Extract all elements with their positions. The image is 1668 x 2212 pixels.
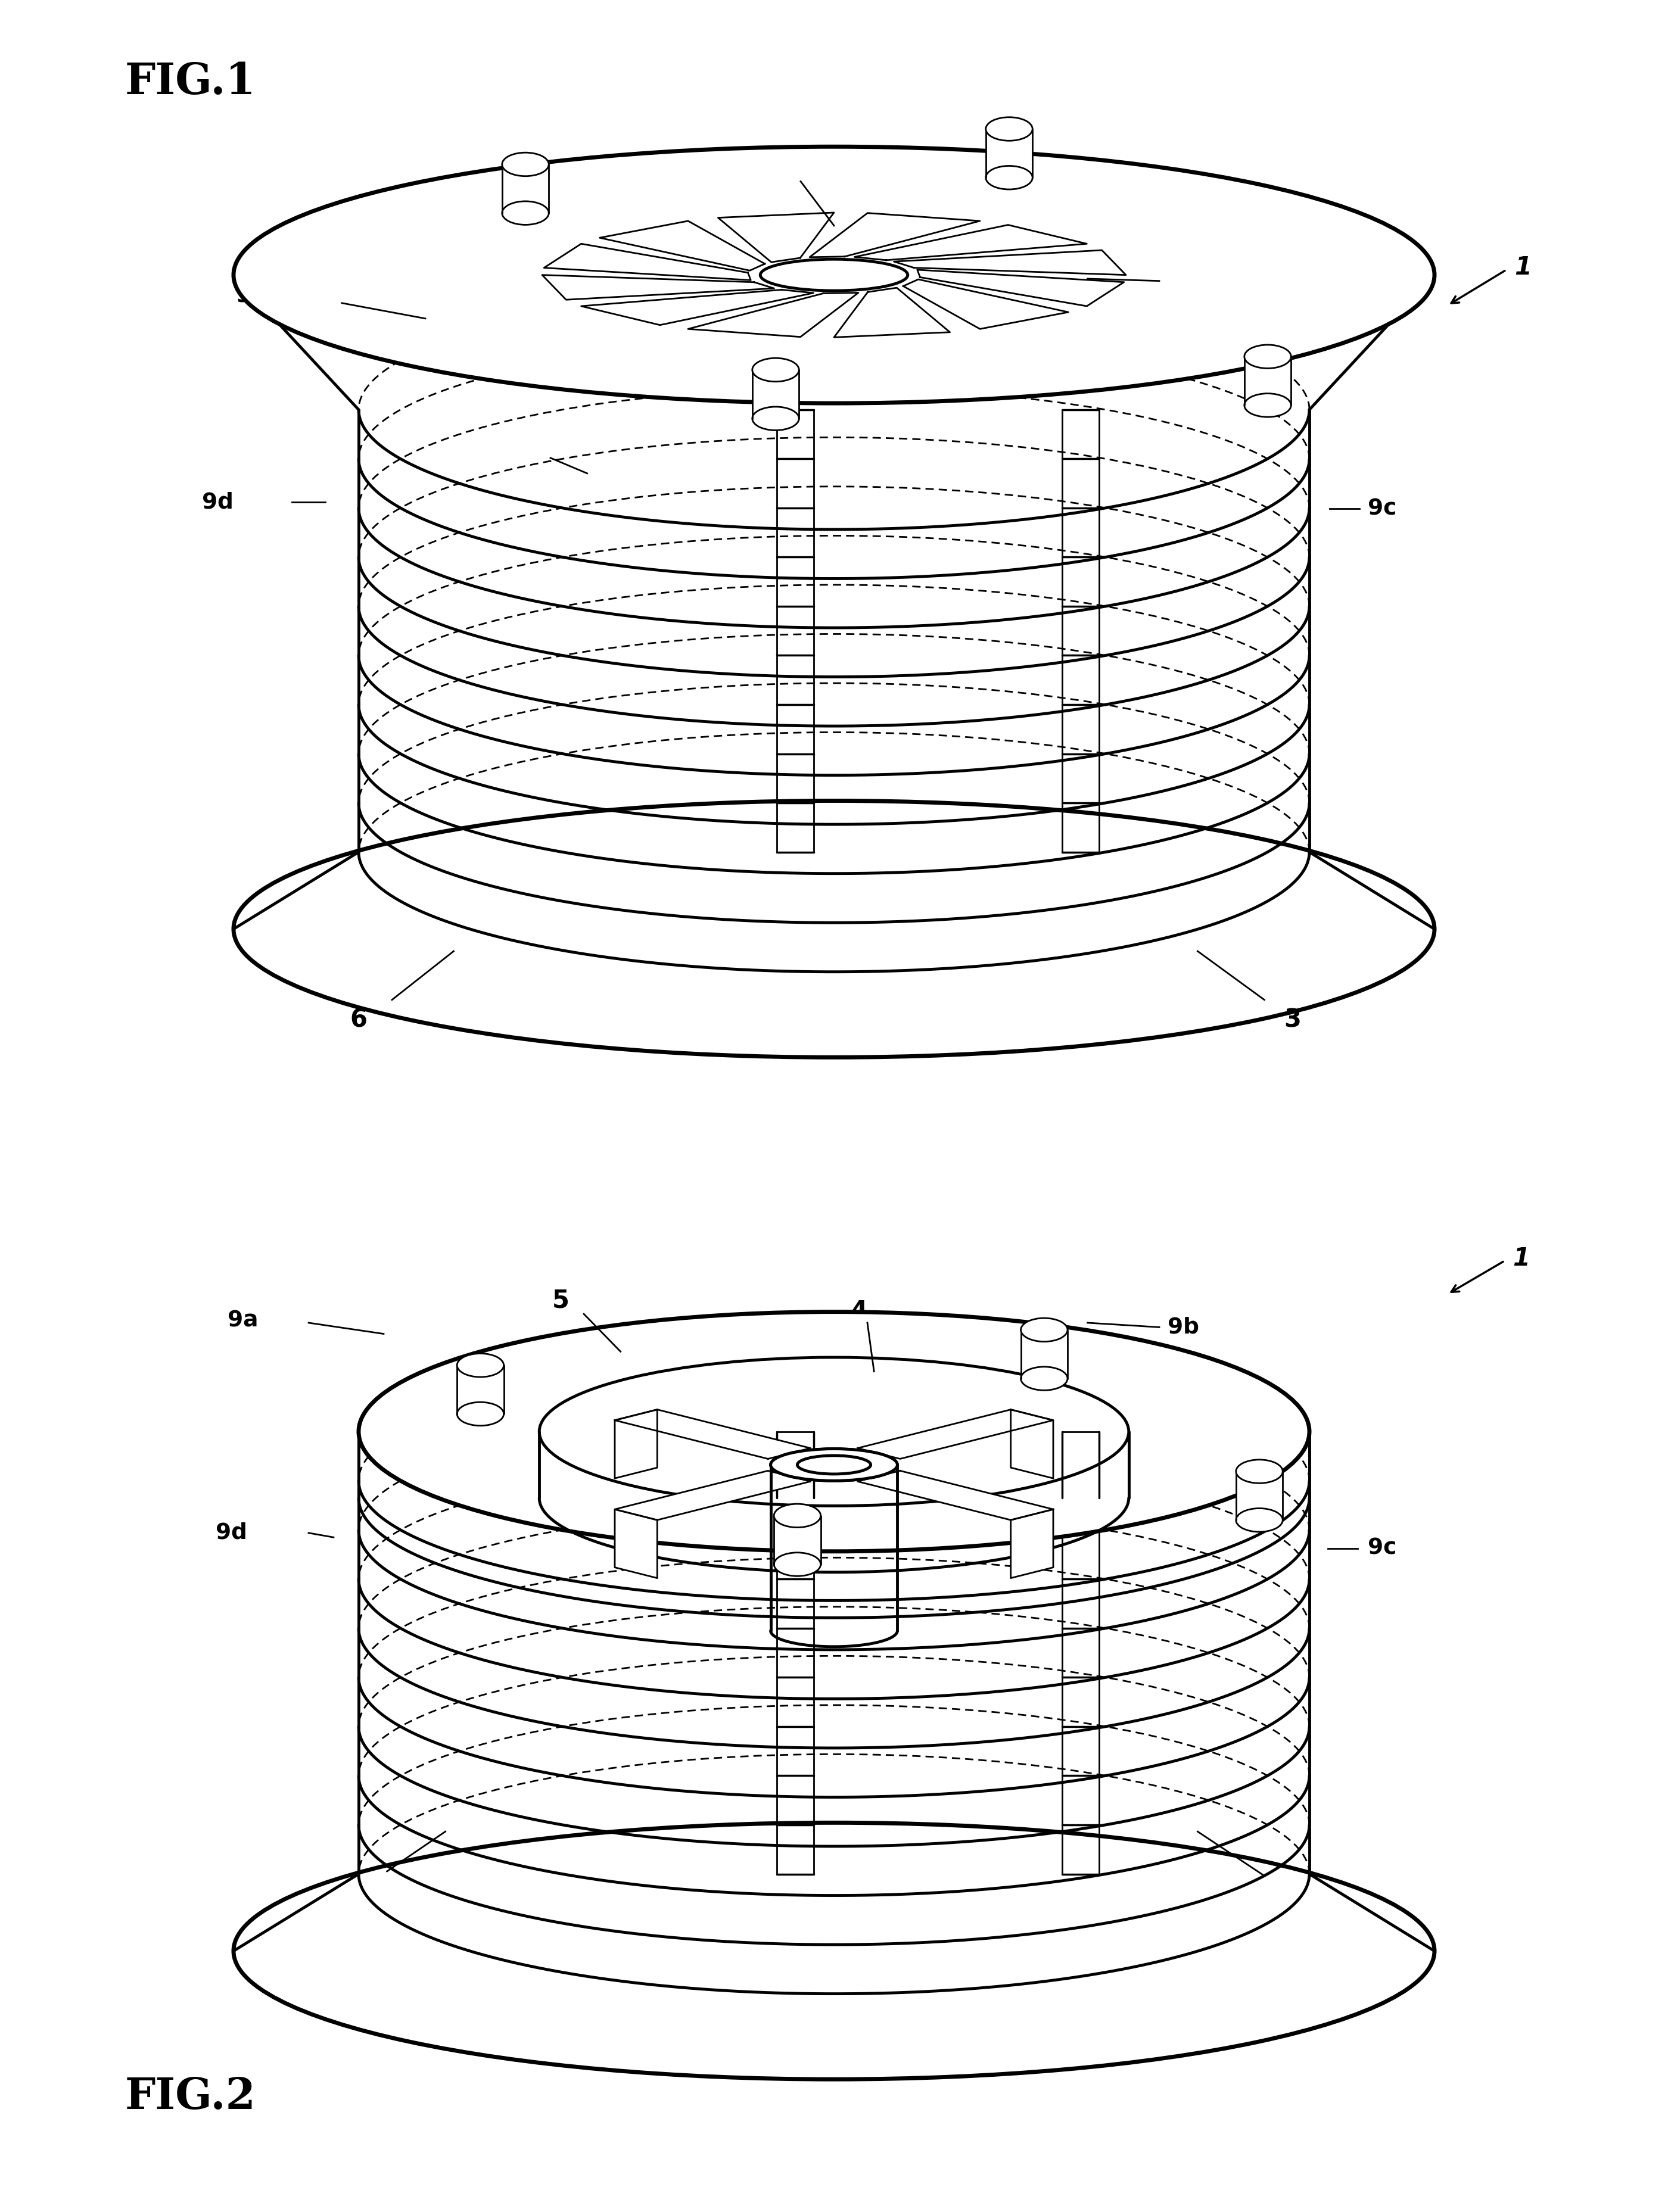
- Ellipse shape: [986, 117, 1032, 142]
- Ellipse shape: [797, 1455, 871, 1473]
- Polygon shape: [615, 1471, 811, 1520]
- Text: 4: 4: [851, 1298, 867, 1325]
- Text: 3: 3: [1284, 1006, 1301, 1033]
- Text: 9c: 9c: [1368, 498, 1396, 520]
- Polygon shape: [687, 292, 859, 336]
- Ellipse shape: [234, 801, 1434, 1057]
- Polygon shape: [857, 1471, 1053, 1520]
- Ellipse shape: [234, 146, 1434, 403]
- Ellipse shape: [774, 1553, 821, 1577]
- Polygon shape: [752, 369, 799, 418]
- Polygon shape: [615, 1409, 811, 1460]
- Polygon shape: [774, 1515, 821, 1564]
- Ellipse shape: [752, 358, 799, 383]
- Polygon shape: [986, 128, 1032, 177]
- Ellipse shape: [986, 166, 1032, 190]
- Polygon shape: [902, 279, 1068, 330]
- Ellipse shape: [761, 259, 907, 290]
- Polygon shape: [857, 1409, 1053, 1460]
- Ellipse shape: [1236, 1509, 1283, 1533]
- Ellipse shape: [234, 1823, 1434, 2079]
- Polygon shape: [917, 270, 1124, 305]
- Polygon shape: [717, 212, 834, 263]
- Text: 1: 1: [1513, 1245, 1530, 1272]
- Text: 6: 6: [350, 1006, 367, 1033]
- Polygon shape: [1011, 1409, 1053, 1478]
- Ellipse shape: [774, 1504, 821, 1528]
- Polygon shape: [457, 1365, 504, 1413]
- Ellipse shape: [457, 1402, 504, 1427]
- Ellipse shape: [502, 201, 549, 226]
- Text: 9a: 9a: [229, 1310, 259, 1332]
- Ellipse shape: [457, 1354, 504, 1378]
- Text: 7: 7: [942, 186, 959, 212]
- Text: FIG.2: FIG.2: [125, 2075, 257, 2119]
- Polygon shape: [809, 212, 981, 257]
- Polygon shape: [615, 1409, 657, 1478]
- Polygon shape: [542, 274, 774, 299]
- Polygon shape: [894, 250, 1126, 274]
- Polygon shape: [834, 288, 951, 336]
- Text: 9b: 9b: [1168, 270, 1199, 292]
- Ellipse shape: [1236, 1460, 1283, 1484]
- Ellipse shape: [502, 153, 549, 177]
- Text: 9a: 9a: [237, 285, 267, 307]
- Ellipse shape: [1244, 394, 1291, 418]
- Polygon shape: [502, 164, 549, 212]
- Ellipse shape: [1244, 345, 1291, 369]
- Text: 1: 1: [1515, 254, 1531, 281]
- Text: 9b: 9b: [1168, 1316, 1199, 1338]
- Text: FIG.1: FIG.1: [125, 60, 257, 104]
- Polygon shape: [1236, 1471, 1283, 1520]
- Polygon shape: [854, 226, 1088, 261]
- Polygon shape: [1244, 356, 1291, 405]
- Ellipse shape: [1021, 1367, 1068, 1391]
- Text: 2: 2: [776, 159, 792, 186]
- Polygon shape: [615, 1509, 657, 1577]
- Ellipse shape: [1021, 1318, 1068, 1343]
- Ellipse shape: [359, 1312, 1309, 1551]
- Ellipse shape: [539, 1358, 1129, 1506]
- Text: 3: 3: [1284, 1882, 1301, 1909]
- Ellipse shape: [771, 1449, 897, 1480]
- Text: 5: 5: [552, 1287, 569, 1314]
- Polygon shape: [600, 221, 766, 270]
- Polygon shape: [544, 243, 751, 281]
- Polygon shape: [1011, 1509, 1053, 1577]
- Polygon shape: [1021, 1329, 1068, 1378]
- Polygon shape: [580, 290, 814, 325]
- Text: 9c: 9c: [1368, 1537, 1396, 1559]
- Ellipse shape: [771, 1449, 897, 1480]
- Ellipse shape: [752, 407, 799, 431]
- Text: 9d: 9d: [202, 491, 234, 513]
- Text: 9d: 9d: [215, 1522, 247, 1544]
- Text: 6: 6: [345, 1878, 362, 1905]
